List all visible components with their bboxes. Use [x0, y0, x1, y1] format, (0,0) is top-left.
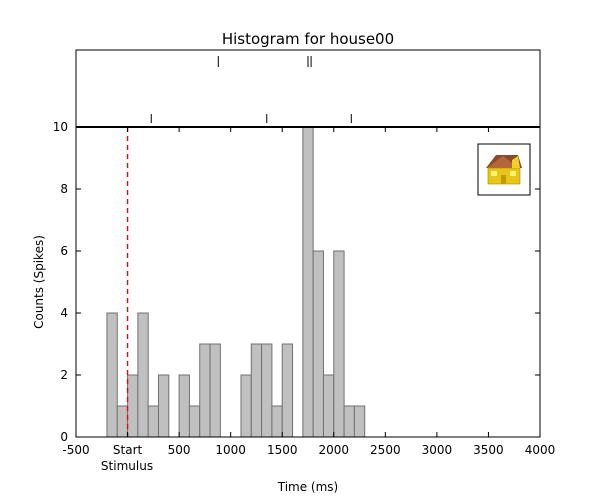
histogram-bar	[178, 374, 190, 438]
histogram-bar	[271, 405, 283, 438]
histogram-bar	[209, 343, 221, 438]
y-tick-label: 4	[60, 306, 68, 320]
histogram-bar	[157, 374, 170, 438]
histogram-bar	[250, 343, 263, 438]
y-tick-label: 0	[60, 430, 68, 444]
x-tick-label: 500	[168, 443, 191, 457]
histogram-bar	[343, 405, 355, 438]
histogram-bar	[240, 374, 252, 438]
raster-ticks	[150, 56, 352, 123]
x-tick-sublabel: Stimulus	[101, 459, 153, 473]
x-axis-label: Time (ms)	[277, 480, 339, 494]
y-axis-ticks: 0 2 4 6 8 10	[53, 120, 540, 444]
x-tick-label: 3500	[473, 443, 504, 457]
histogram-bars	[106, 126, 366, 438]
chart-title: Histogram for house00	[222, 30, 394, 48]
x-tick-label: Start	[113, 443, 143, 457]
histogram-bar	[188, 405, 201, 438]
histogram-bar	[147, 405, 159, 438]
y-tick-label: 6	[60, 244, 68, 258]
histogram-bar	[261, 343, 273, 438]
y-tick-label: 8	[60, 182, 68, 196]
histogram-bar	[199, 343, 211, 438]
x-tick-label: 1000	[215, 443, 246, 457]
x-axis-ticks: -500 Start 500 1000 1500 2000 2500 3000 3500 4000	[62, 127, 555, 457]
histogram-bar	[116, 405, 129, 438]
y-axis-label: Counts (Spikes)	[32, 235, 46, 329]
histogram-bar	[127, 374, 139, 438]
stimulus-thumbnail	[477, 143, 531, 196]
house-icon	[486, 155, 522, 185]
x-tick-label: 2500	[370, 443, 401, 457]
x-tick-label: -500	[62, 443, 89, 457]
y-tick-label: 10	[53, 120, 68, 134]
x-tick-label: 2000	[319, 443, 350, 457]
histogram-bar	[333, 250, 345, 438]
histogram-bar	[281, 343, 294, 438]
histogram-bar	[322, 374, 335, 438]
histogram-bar	[312, 250, 324, 438]
histogram-bar	[353, 405, 366, 438]
histogram-bar	[106, 312, 118, 438]
x-tick-label: 3000	[422, 443, 453, 457]
y-tick-label: 2	[60, 368, 68, 382]
x-tick-label: 4000	[525, 443, 556, 457]
x-tick-label: 1500	[267, 443, 298, 457]
histogram-bar	[137, 312, 149, 438]
histogram-bar	[302, 126, 314, 438]
